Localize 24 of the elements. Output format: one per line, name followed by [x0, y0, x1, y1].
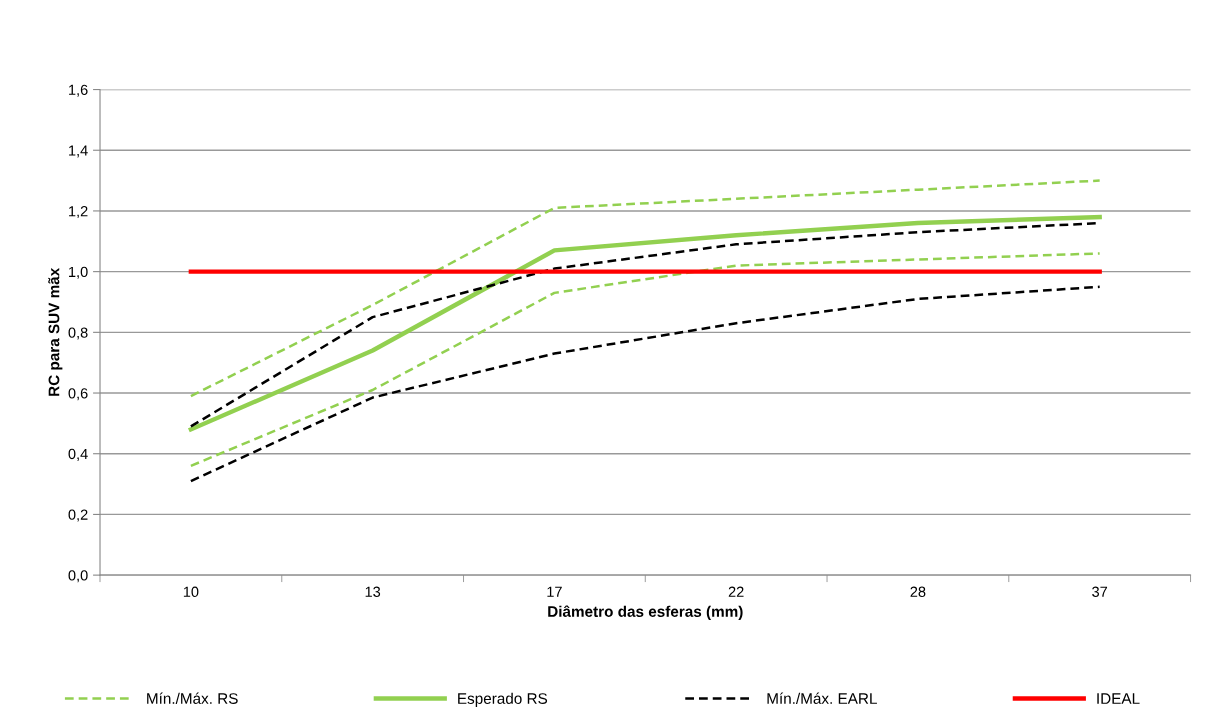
y-tick-label: 0,4 — [68, 448, 88, 461]
x-tick-label: 28 — [910, 586, 926, 597]
y-tick-label: 1,2 — [69, 206, 88, 219]
legend-label: Esperado RS — [458, 692, 548, 707]
y-tick-label: 0,2 — [68, 509, 88, 522]
y-tick-label: 0,8 — [68, 327, 88, 340]
line-series — [189, 179, 1101, 398]
y-tick-label: 0,6 — [68, 388, 88, 401]
x-tick-label: 13 — [365, 586, 381, 597]
y-tick-label: 1,6 — [69, 84, 88, 97]
y-axis-title: RC para SUV mãx — [48, 267, 63, 396]
x-tick-label: 37 — [1092, 586, 1108, 597]
legend-label: IDEAL — [1097, 693, 1140, 704]
y-tick-label: 1,4 — [69, 145, 88, 158]
x-tick-label: 22 — [728, 586, 744, 597]
y-tick-label: 1,0 — [69, 266, 88, 279]
line-series — [189, 285, 1101, 483]
x-tick-label: 10 — [183, 586, 199, 597]
legend-label: Mín./Máx. EARL — [767, 692, 877, 704]
x-axis-title: Diâmetro das esferas (mm) — [548, 605, 743, 620]
line-series — [189, 252, 1101, 468]
x-tick-label: 17 — [547, 586, 562, 597]
y-tick-label: 0,0 — [68, 570, 88, 583]
legend-label: Mín./Máx. RS — [147, 692, 238, 704]
